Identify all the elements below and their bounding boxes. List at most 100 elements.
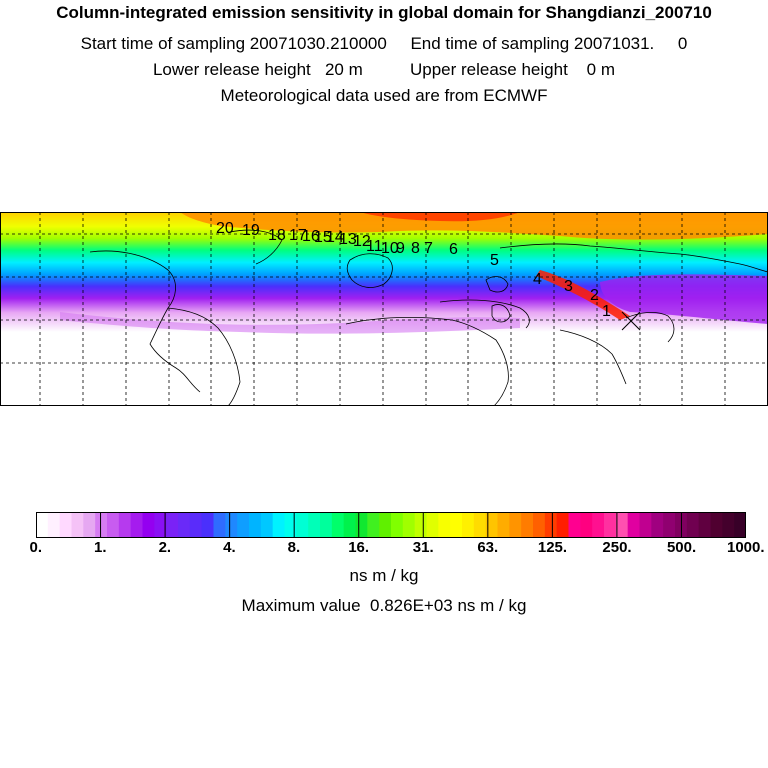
plot-title: Column-integrated emission sensitivity i… (56, 3, 712, 22)
coastlines (89, 229, 768, 406)
colorbar-cell (83, 512, 96, 538)
colorbar-cell (379, 512, 392, 538)
colorbar-cell (130, 512, 144, 538)
colorbar-cell (450, 512, 463, 538)
colorbar-tick-label: 1000. (727, 539, 765, 556)
trajectory-label-6: 6 (449, 241, 458, 258)
colorbar-cell (260, 512, 274, 538)
colorbar-cell (438, 512, 451, 538)
colorbar-cell (402, 512, 416, 538)
trajectory-label-18: 18 (268, 227, 286, 244)
trajectory-label-10: 10 (381, 240, 399, 257)
colorbar-cell (497, 512, 510, 538)
trajectory-label-14: 14 (326, 229, 344, 246)
colorbar-cell (533, 512, 546, 538)
colorbar-tick-label: 500. (666, 539, 697, 556)
trajectory-plume (536, 270, 630, 320)
colorbar-cell (627, 512, 641, 538)
colorbar-cell (580, 512, 593, 538)
colorbar-cell (414, 512, 428, 538)
colorbar-cell (272, 512, 286, 538)
colorbar-cell (189, 512, 203, 538)
colorbar-cell (521, 512, 534, 538)
colorbar-cell (296, 512, 309, 538)
trajectory-label-15: 15 (314, 229, 332, 246)
colorbar-cell (201, 512, 215, 538)
colorbar-cell (426, 512, 439, 538)
trajectory-label-5: 5 (490, 252, 499, 269)
colorbar-cell (639, 512, 652, 538)
colorbar-cell (308, 512, 321, 538)
colorbar-cell (154, 512, 167, 538)
colorbar-tick-label: 16. (348, 539, 370, 556)
colorbar-tick-label: 2. (158, 539, 172, 556)
colorbar-cell (698, 512, 712, 538)
arctic-high-sensitivity (180, 212, 768, 240)
arctic-peak-sensitivity (360, 212, 520, 222)
colorbar-cell (95, 512, 108, 538)
met-data-line: Meteorological data used are from ECMWF (220, 86, 548, 105)
trajectory-label-16: 16 (302, 228, 320, 245)
colorbar-cell (734, 512, 746, 538)
trajectory-label-1: 1 (602, 303, 611, 320)
trajectory-label-19: 19 (242, 222, 260, 239)
colorbar-cell (509, 512, 522, 538)
trajectory-label-13: 13 (339, 231, 357, 248)
colorbar-cell (142, 512, 155, 538)
colorbar-cell (249, 512, 262, 538)
trajectory-label-11: 11 (366, 238, 383, 255)
colorbar-cell (592, 512, 605, 538)
colorbar-cell (367, 512, 380, 538)
trajectory-label-17: 17 (289, 227, 307, 244)
trajectory-label-9: 9 (396, 240, 405, 257)
colorbar-cell (663, 512, 676, 538)
station-marker-x-cross-icon (621, 311, 641, 331)
colorbar-cell (59, 512, 73, 538)
colorbar-tick-label: 0. (29, 539, 43, 556)
trajectory-label-8: 8 (411, 240, 420, 257)
colorbar-cell (118, 512, 132, 538)
colorbar-tick-label: 1. (94, 539, 107, 556)
colorbar-cell (556, 512, 570, 538)
colorbar-cell (237, 512, 250, 538)
trajectory-label-3: 3 (564, 278, 573, 295)
colorbar-cell (213, 512, 226, 538)
release-height-line: Lower release height 20 m Upper release … (152, 60, 616, 79)
colorbar-cell (47, 512, 61, 538)
colorbar-cell (284, 512, 297, 538)
trajectory-label-2: 2 (590, 287, 599, 304)
colorbar-cell (722, 512, 735, 538)
colorbar-cell (462, 512, 475, 538)
colorbar-unit: ns m / kg (349, 566, 419, 585)
colorbar-cell (686, 512, 700, 538)
colorbar-tick-label: 63. (477, 539, 499, 556)
colorbar-cell (710, 512, 723, 538)
colorbar (36, 512, 746, 538)
colorbar-tick-label: 125. (537, 539, 568, 556)
colorbar-cell (473, 512, 487, 538)
colorbar-cell (320, 512, 333, 538)
colorbar-cell (604, 512, 617, 538)
colorbar-cell (615, 512, 629, 538)
graticule (0, 212, 768, 406)
trajectory-label-12: 12 (353, 233, 371, 250)
trajectory-label-4: 4 (533, 271, 542, 288)
colorbar-cell (343, 512, 357, 538)
colorbar-cell (71, 512, 84, 538)
colorbar-cell (36, 512, 49, 538)
colorbar-cell (107, 512, 120, 538)
southern-fringe (60, 312, 520, 334)
colorbar-cell (166, 512, 179, 538)
sampling-time-line: Start time of sampling 20071030.210000 E… (80, 34, 688, 53)
trajectory-label-7: 7 (424, 240, 433, 257)
colorbar-cell (391, 512, 404, 538)
colorbar-cell (331, 512, 345, 538)
asia-purple-plume (600, 274, 768, 324)
maximum-value-text: Maximum value 0.826E+03 ns m / kg (241, 596, 527, 615)
trajectory-label-20: 20 (216, 220, 234, 237)
colorbar-cell (651, 512, 664, 538)
colorbar-tick-label: 250. (602, 539, 632, 556)
colorbar-tick-label: 4. (223, 539, 236, 556)
